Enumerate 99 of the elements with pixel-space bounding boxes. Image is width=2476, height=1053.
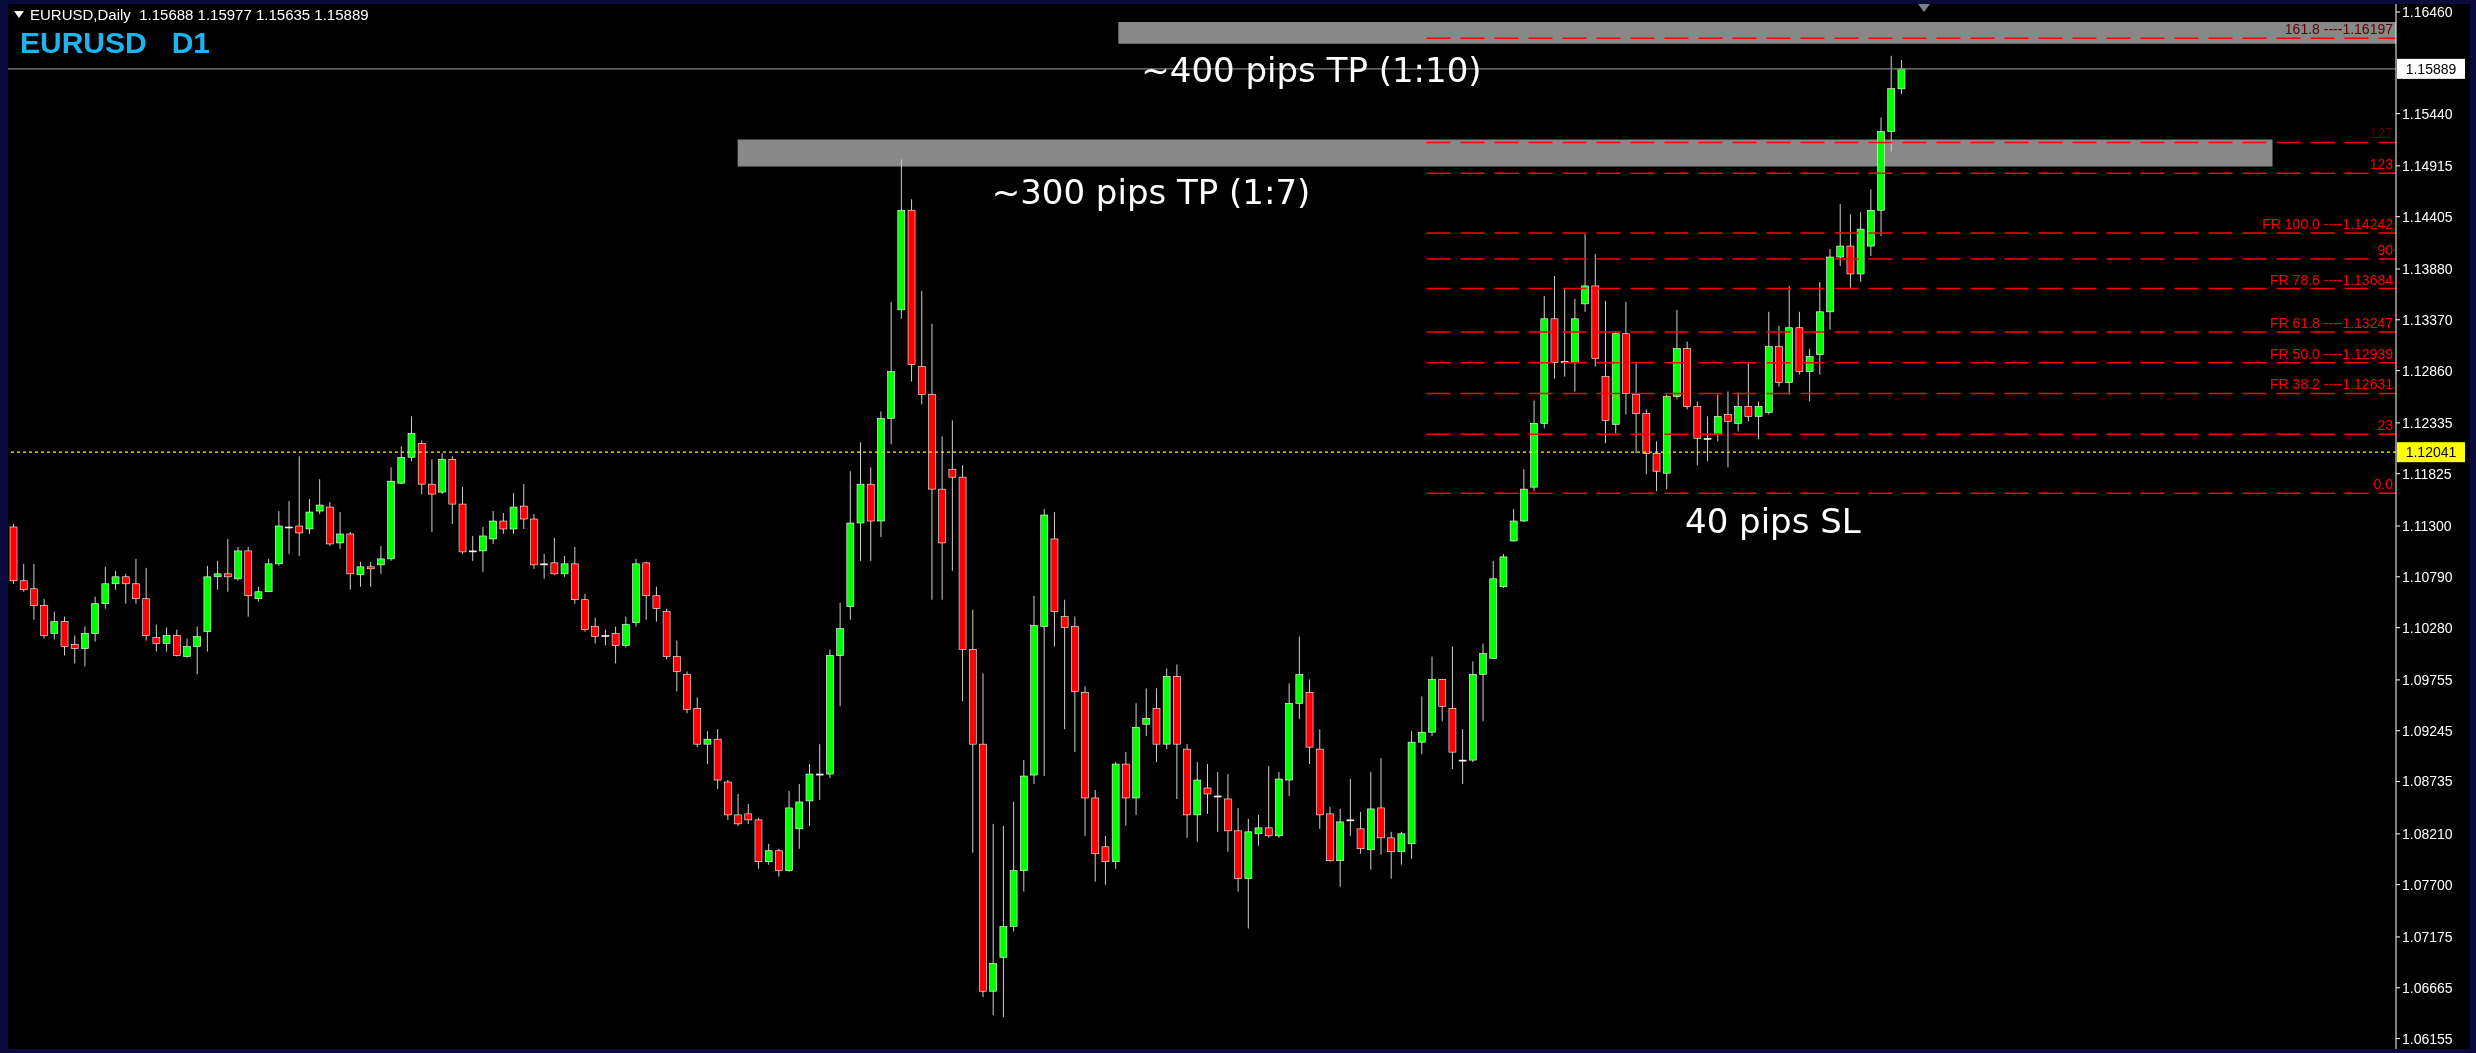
candlestick <box>70 635 79 664</box>
y-tick-label: 1.11825 <box>2402 465 2452 482</box>
candlestick <box>1142 687 1151 737</box>
candlestick <box>591 617 599 645</box>
candlestick <box>377 545 385 575</box>
candlestick <box>1060 599 1069 730</box>
y-tick-label: 1.10790 <box>2402 568 2453 585</box>
candlestick <box>1203 763 1212 815</box>
candlestick <box>101 566 110 610</box>
y-tick-label: 1.08210 <box>2402 825 2453 842</box>
candlestick <box>295 455 304 557</box>
candlestick <box>224 538 232 593</box>
candlestick <box>315 478 324 515</box>
candlestick <box>1581 233 1589 313</box>
band-label: ~400 pips TP (1:10) <box>1141 49 1482 90</box>
candlestick <box>19 563 28 593</box>
y-tick-label: 1.12335 <box>2402 414 2453 431</box>
candlestick <box>1734 392 1742 432</box>
candlestick <box>1387 831 1395 880</box>
candlestick <box>121 573 130 605</box>
candlestick <box>673 640 681 692</box>
candlestick <box>1897 59 1906 95</box>
y-tick-label: 1.09245 <box>2402 722 2453 739</box>
y-tick-label: 1.13880 <box>2402 260 2453 277</box>
candlestick <box>356 561 365 588</box>
ref-line-label: FR 100.0 ----1.14242 <box>2262 215 2394 232</box>
y-tick-label: 1.14915 <box>2402 157 2453 174</box>
y-tick-label: 1.12860 <box>2402 362 2453 379</box>
candlestick <box>468 535 477 562</box>
y-tick-label: 1.06155 <box>2402 1030 2453 1047</box>
candlestick <box>366 561 375 588</box>
y-tick-label: 1.08735 <box>2402 773 2453 790</box>
candlestick <box>1213 771 1222 833</box>
annotation: 0.0 <box>2373 476 2394 493</box>
candlestick <box>764 843 773 866</box>
candlestick <box>1356 811 1365 855</box>
y-tick-label: 1.14405 <box>2402 208 2453 225</box>
candlestick <box>285 500 293 555</box>
ref-line-label: 1.12041 <box>2405 444 2457 461</box>
candlestick <box>1703 415 1712 462</box>
candlestick <box>305 498 314 535</box>
candlestick <box>193 626 201 675</box>
chart-title: EURUSD,Daily 1.15688 1.15977 1.15635 1.15889 <box>30 6 369 23</box>
candlestick <box>336 511 344 550</box>
y-tick-label: 1.09755 <box>2402 671 2453 688</box>
y-tick-label: 1.10280 <box>2402 619 2453 636</box>
candlestick <box>703 730 712 765</box>
ref-line-label: FR 61.8 ----1.13247 <box>2270 315 2394 332</box>
y-tick-label: 1.06665 <box>2402 979 2453 996</box>
text: EURUSD D1 <box>20 26 211 59</box>
candlestick <box>622 616 630 649</box>
candlestick <box>1479 643 1487 722</box>
candlestick <box>111 570 120 591</box>
y-tick-label: 1.16460 <box>2402 3 2453 20</box>
candlestick <box>1101 835 1110 886</box>
annotation: 40 pips SL <box>1685 501 1861 541</box>
annotation: 127 <box>2369 125 2394 142</box>
band-label: ~300 pips TP (1:7) <box>991 172 1311 213</box>
annotation: 90 <box>2377 242 2394 259</box>
candlestick <box>1652 440 1661 492</box>
candlestick <box>1458 728 1467 785</box>
candlestick <box>479 526 487 573</box>
candlestick <box>652 586 661 623</box>
candlestick <box>499 512 508 535</box>
ref-line-label: FR 50.0 ----1.12939 <box>2270 345 2394 362</box>
candlestick <box>81 626 89 667</box>
candlestick <box>30 563 38 621</box>
candlestick <box>50 611 59 641</box>
ref-line-label: 1.15889 <box>2405 60 2457 77</box>
candlestick <box>1254 814 1263 847</box>
candlestick <box>519 483 528 530</box>
candlestick <box>1264 765 1273 839</box>
y-tick-label: 1.13370 <box>2402 311 2453 328</box>
y-tick-label: 1.07700 <box>2402 876 2453 893</box>
annotation: 123 <box>2369 156 2394 173</box>
candlestick <box>172 629 181 657</box>
ref-line-label: FR 78.6 ----1.13684 <box>2270 271 2394 288</box>
candlestick <box>1418 695 1426 755</box>
candlestick <box>1509 508 1518 543</box>
candlestick <box>1836 203 1845 267</box>
annotation: 23 <box>2377 417 2394 434</box>
ref-line-label: FR 38.2 ----1.12631 <box>2270 376 2394 393</box>
candlestick <box>744 803 753 825</box>
candlestick <box>489 510 497 545</box>
y-tick-label: 1.11300 <box>2402 517 2452 534</box>
candlestick <box>1724 391 1732 468</box>
candlestick <box>815 743 824 801</box>
annotation: 161.8 ----1.16197 <box>2284 21 2394 38</box>
candlestick <box>509 492 518 535</box>
candlestick <box>132 558 140 605</box>
candlestick <box>540 553 548 580</box>
candlestick <box>1713 394 1722 442</box>
y-tick-label: 1.15440 <box>2402 105 2453 122</box>
candlestick <box>407 415 416 462</box>
candlestick <box>734 793 742 827</box>
y-tick-label: 1.07175 <box>2402 928 2453 945</box>
candlestick <box>775 848 783 878</box>
candlestick <box>1346 778 1355 837</box>
candlestick <box>428 458 436 533</box>
